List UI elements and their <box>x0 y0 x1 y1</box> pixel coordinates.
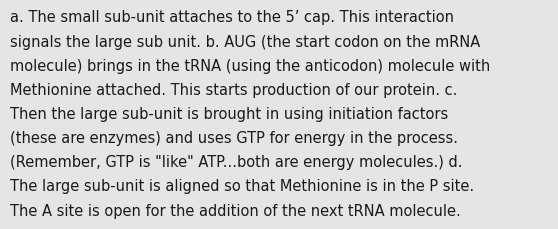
Text: The large sub-unit is aligned so that Methionine is in the P site.: The large sub-unit is aligned so that Me… <box>10 179 474 194</box>
Text: (these are enzymes) and uses GTP for energy in the process.: (these are enzymes) and uses GTP for ene… <box>10 131 458 145</box>
Text: Methionine attached. This starts production of our protein. c.: Methionine attached. This starts product… <box>10 82 458 97</box>
Text: Then the large sub-unit is brought in using initiation factors: Then the large sub-unit is brought in us… <box>10 106 448 121</box>
Text: molecule) brings in the tRNA (using the anticodon) molecule with: molecule) brings in the tRNA (using the … <box>10 58 490 73</box>
Text: signals the large sub unit. b. AUG (the start codon on the mRNA: signals the large sub unit. b. AUG (the … <box>10 34 480 49</box>
Text: (Remember, GTP is "like" ATP...both are energy molecules.) d.: (Remember, GTP is "like" ATP...both are … <box>10 155 463 169</box>
Text: a. The small sub-unit attaches to the 5’ cap. This interaction: a. The small sub-unit attaches to the 5’… <box>10 10 454 25</box>
Text: The A site is open for the addition of the next tRNA molecule.: The A site is open for the addition of t… <box>10 203 461 218</box>
